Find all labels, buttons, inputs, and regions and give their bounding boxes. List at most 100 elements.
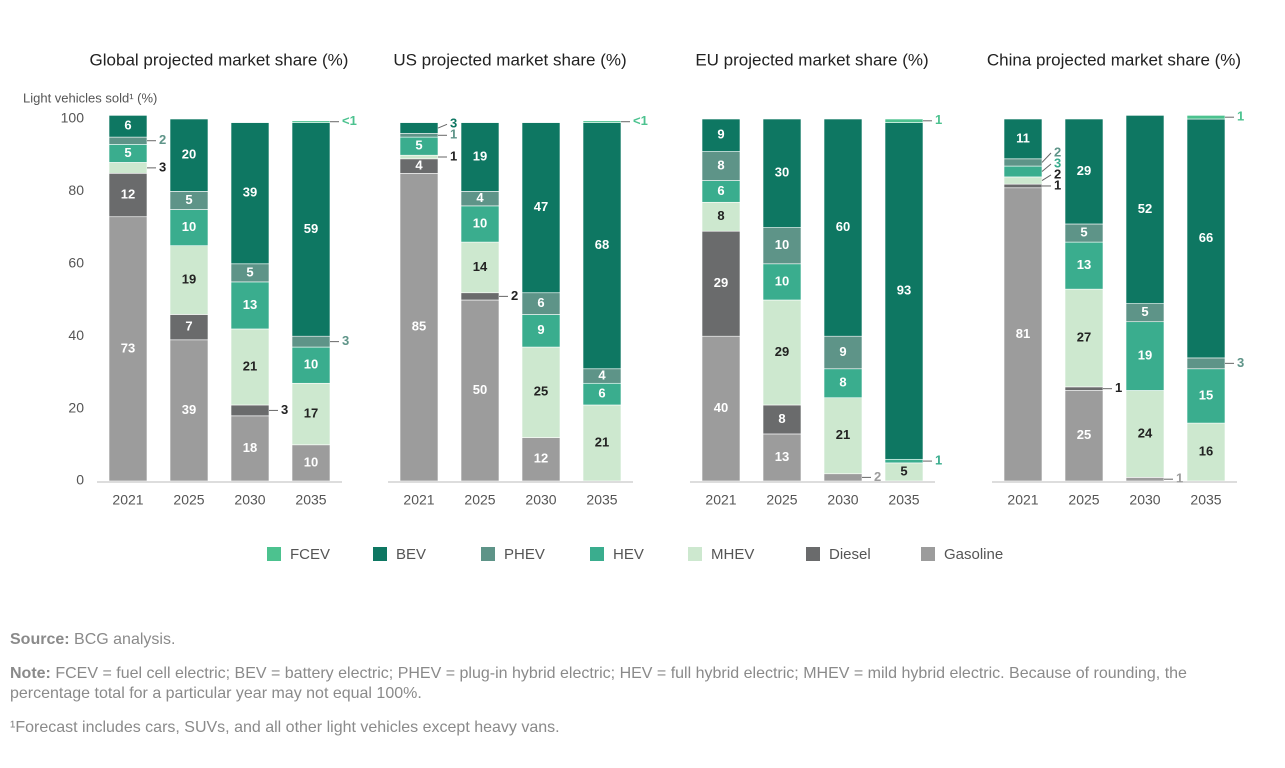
bar-segment xyxy=(460,241,500,294)
bar-segment xyxy=(823,118,863,337)
data-label: 27 xyxy=(1077,329,1091,344)
bar-segment xyxy=(762,404,802,435)
data-label: 2 xyxy=(159,132,166,147)
legend-swatch xyxy=(921,547,935,561)
panel-title: US projected market share (%) xyxy=(393,50,626,69)
data-label: 8 xyxy=(717,208,724,223)
bar-segment xyxy=(1003,187,1043,482)
leader-line xyxy=(1041,174,1052,181)
bar-segment xyxy=(1186,357,1226,370)
data-label: 13 xyxy=(243,297,257,312)
data-label: 40 xyxy=(714,400,728,415)
legend-swatch xyxy=(481,547,495,561)
x-tick-label: 2021 xyxy=(403,492,434,508)
bar-segment xyxy=(399,133,439,138)
bar-segment xyxy=(399,173,439,482)
bar-segment xyxy=(1186,422,1226,482)
data-label: 11 xyxy=(1016,130,1030,145)
data-label: 3 xyxy=(281,402,288,417)
data-label: 5 xyxy=(246,264,253,279)
bar-segment xyxy=(460,205,500,243)
bar-segment xyxy=(521,437,561,482)
legend-label: PHEV xyxy=(504,546,545,563)
legend-label: Diesel xyxy=(829,546,871,563)
data-label: 1 xyxy=(1115,380,1122,395)
data-label: 8 xyxy=(839,375,846,390)
bar-segment xyxy=(884,122,924,460)
x-tick-label: 2021 xyxy=(705,492,736,508)
data-label: 9 xyxy=(839,344,846,359)
data-label: 19 xyxy=(1138,348,1152,363)
legend-label: MHEV xyxy=(711,546,754,563)
data-label: 6 xyxy=(124,118,131,133)
data-label: 17 xyxy=(304,405,318,420)
bar-segment xyxy=(701,335,741,482)
bar-segment xyxy=(230,404,270,417)
bar-segment xyxy=(1003,158,1043,167)
bar-segment xyxy=(1125,477,1165,482)
data-label: 5 xyxy=(900,463,907,478)
bar-segment xyxy=(1064,288,1104,388)
leader-line xyxy=(1041,152,1052,163)
legend-swatch xyxy=(806,547,820,561)
y-axis-label: Light vehicles sold¹ (%) xyxy=(23,90,157,105)
data-label: 10 xyxy=(304,454,318,469)
data-label: 7 xyxy=(185,319,192,334)
x-tick-label: 2030 xyxy=(827,492,858,508)
bar-segment xyxy=(1125,390,1165,478)
data-label: 21 xyxy=(836,427,850,442)
panel-title: China projected market share (%) xyxy=(987,50,1241,69)
x-tick-label: 2030 xyxy=(234,492,265,508)
data-label: 12 xyxy=(534,451,548,466)
bar-segment xyxy=(823,397,863,475)
data-label: 50 xyxy=(473,382,487,397)
leader-line xyxy=(437,123,448,129)
x-tick-label: 2025 xyxy=(173,492,204,508)
bar-segment xyxy=(1003,165,1043,178)
data-label: 60 xyxy=(836,219,850,234)
data-label: 52 xyxy=(1138,201,1152,216)
bar-segment xyxy=(108,115,148,138)
data-label: 3 xyxy=(450,116,457,131)
bar-segment xyxy=(169,118,209,192)
source: Source: BCG analysis. xyxy=(10,630,1270,650)
x-tick-label: 2025 xyxy=(1068,492,1099,508)
y-tick-label: 0 xyxy=(76,472,84,488)
legend-swatch xyxy=(688,547,702,561)
data-label: <1 xyxy=(633,113,648,128)
data-label: 4 xyxy=(476,190,484,205)
data-label: 10 xyxy=(775,237,789,252)
bar-segment xyxy=(582,122,622,370)
x-tick-label: 2030 xyxy=(525,492,556,508)
x-tick-label: 2021 xyxy=(112,492,143,508)
x-tick-label: 2035 xyxy=(295,492,326,508)
data-label: <1 xyxy=(342,113,357,128)
bar-segment xyxy=(460,122,500,192)
data-label: 2 xyxy=(511,288,518,303)
bar-segment xyxy=(169,339,209,482)
data-label: 6 xyxy=(537,295,544,310)
data-label: 19 xyxy=(473,148,487,163)
data-label: 39 xyxy=(243,185,257,200)
bar-segment xyxy=(762,118,802,228)
bar-segment xyxy=(1186,118,1226,359)
data-label: 5 xyxy=(1080,224,1087,239)
data-label: 15 xyxy=(1199,387,1213,402)
bar-segment xyxy=(701,201,741,232)
bar-segment xyxy=(701,151,741,181)
bar-segment xyxy=(291,335,331,348)
footnote: ¹Forecast includes cars, SUVs, and all o… xyxy=(10,719,560,736)
data-label: 9 xyxy=(717,127,724,142)
x-tick-label: 2025 xyxy=(464,492,495,508)
data-label: 1 xyxy=(450,127,457,142)
bar-segment xyxy=(1125,321,1165,391)
data-label: 1 xyxy=(935,112,942,127)
x-tick-label: 2035 xyxy=(586,492,617,508)
data-label: 59 xyxy=(304,221,318,236)
bar-segment xyxy=(230,281,270,330)
y-tick-label: 20 xyxy=(68,399,84,415)
data-label: 5 xyxy=(415,138,422,153)
data-label: 68 xyxy=(595,237,609,252)
data-label: 3 xyxy=(159,159,166,174)
bar-segment xyxy=(108,162,148,174)
